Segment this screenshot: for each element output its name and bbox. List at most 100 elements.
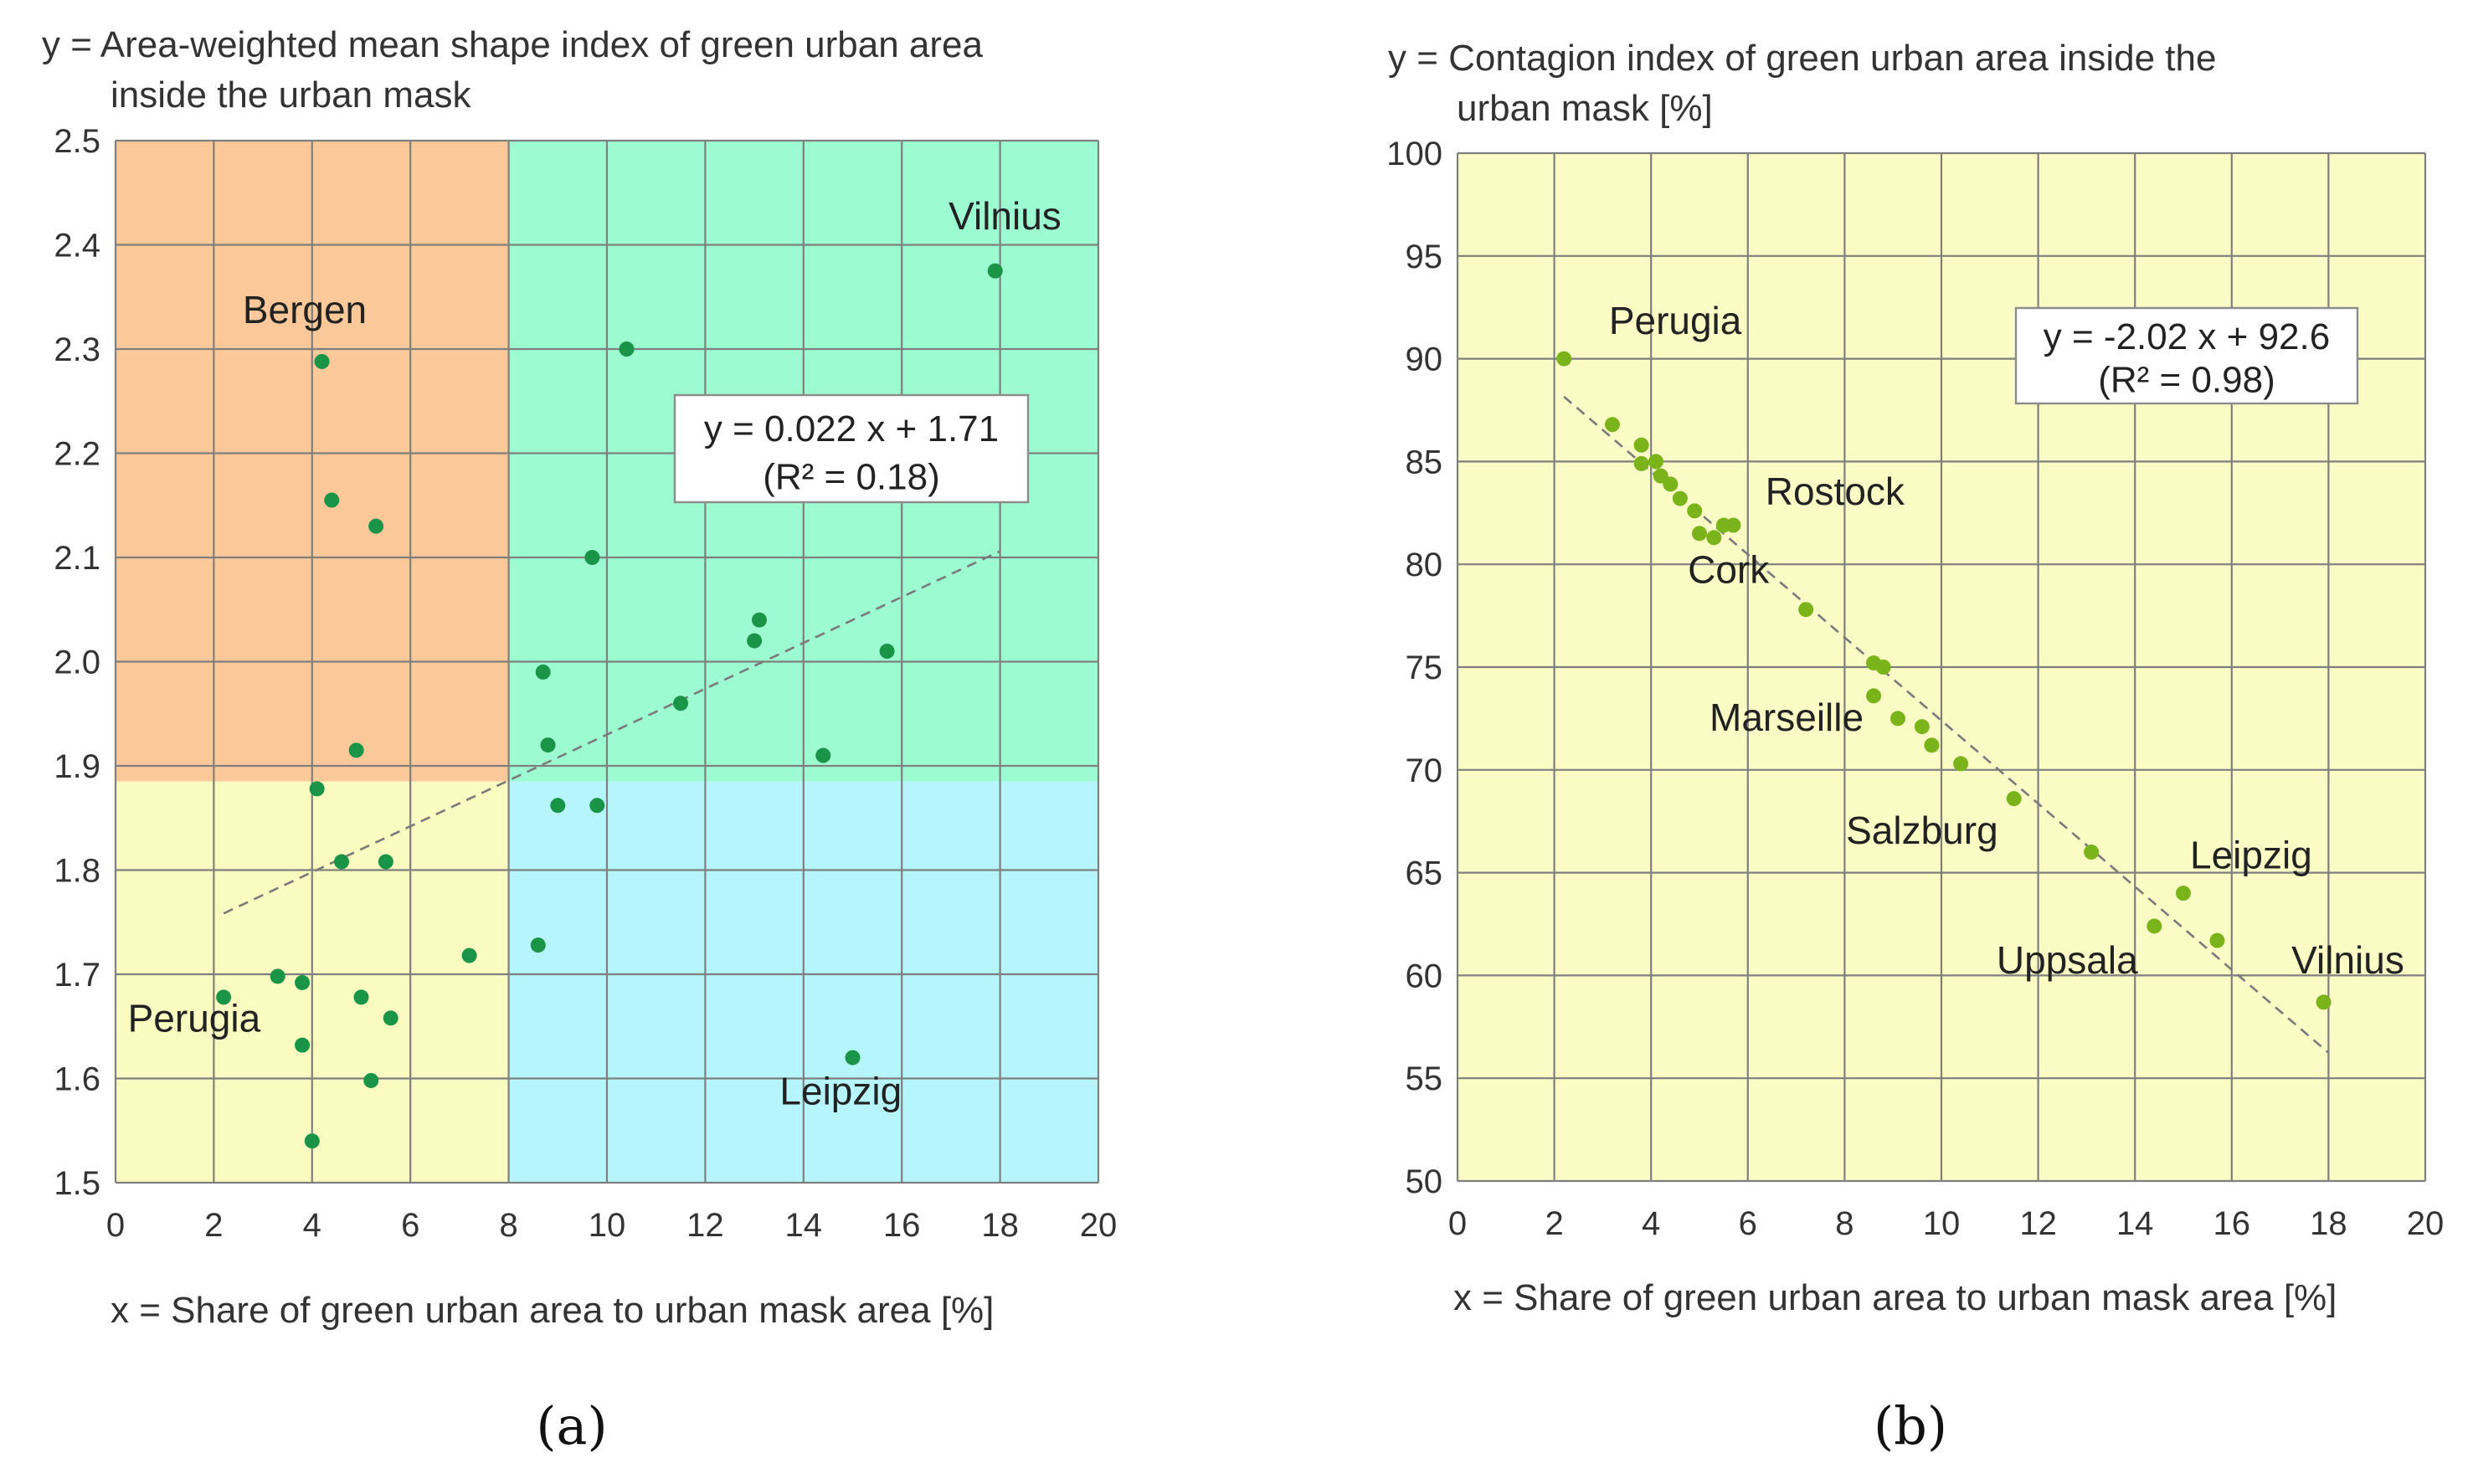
x-tick-label: 20: [2407, 1205, 2445, 1242]
data-point: [589, 798, 605, 814]
data-point: [584, 550, 600, 565]
data-point: [383, 1010, 398, 1026]
data-point: [309, 781, 325, 797]
city-label: Marseille: [1710, 696, 1864, 739]
city-label: Leipzig: [2190, 834, 2312, 877]
city-label: Rostock: [1766, 470, 1905, 513]
x-tick-label: 16: [883, 1207, 921, 1244]
y-tick-label: 70: [1406, 752, 1443, 789]
data-point: [216, 989, 232, 1005]
city-label: Perugia: [128, 996, 261, 1040]
y-tick-label: 2.1: [54, 540, 100, 577]
y-tick-label: 2.0: [54, 644, 100, 681]
y-tick-label: 55: [1406, 1060, 1443, 1097]
x-tick-label: 16: [2213, 1205, 2251, 1242]
data-point: [2084, 845, 2100, 860]
y-tick-label: 2.2: [54, 436, 100, 473]
city-label: Cork: [1688, 547, 1770, 591]
data-point: [270, 968, 285, 984]
x-tick-label: 18: [981, 1207, 1019, 1244]
regression-equation: y = -2.02 x + 92.6: [2044, 316, 2330, 357]
y-axis-label-line-2: urban mask [%]: [1457, 88, 1713, 129]
data-point: [845, 1050, 861, 1066]
regression-equation: y = 0.022 x + 1.71: [704, 408, 999, 449]
y-tick-label: 50: [1406, 1163, 1443, 1200]
y-tick-label: 1.8: [54, 853, 100, 890]
data-point: [1556, 351, 1572, 367]
x-tick-label: 10: [1923, 1205, 1961, 1242]
y-axis-label-line-1: y = Contagion index of green urban area …: [1388, 38, 2216, 79]
x-tick-label: 2: [1545, 1205, 1563, 1242]
y-tick-label: 75: [1406, 650, 1443, 686]
x-tick-label: 12: [2019, 1205, 2057, 1242]
data-point: [1706, 530, 1722, 546]
x-tick-label: 4: [303, 1207, 321, 1244]
chart-panel-a: y = 0.022 x + 1.71 (R² = 0.18) Vilnius Ber…: [42, 24, 1117, 1456]
data-point: [2176, 886, 2191, 901]
city-label: Uppsala: [1997, 938, 2138, 982]
x-tick-label: 20: [1080, 1207, 1118, 1244]
r-squared-label: (R² = 0.98): [2098, 359, 2275, 400]
data-point: [295, 1037, 311, 1053]
data-point: [353, 989, 369, 1005]
y-axis-label-line-1: y = Area-weighted mean shape index of gr…: [42, 24, 984, 65]
data-point: [363, 1072, 379, 1088]
data-point: [461, 947, 477, 963]
y-tick-label: 80: [1406, 547, 1443, 583]
data-point: [314, 353, 330, 369]
x-tick-label: 6: [1739, 1205, 1757, 1242]
x-tick-label: 0: [106, 1207, 125, 1244]
data-point: [368, 518, 384, 534]
x-tick-label: 6: [401, 1207, 419, 1244]
y-tick-label: 60: [1406, 958, 1443, 994]
data-point: [324, 492, 340, 508]
data-point: [747, 633, 763, 649]
data-point: [987, 263, 1003, 279]
data-point: [1866, 688, 1882, 704]
x-tick-label: 10: [589, 1207, 626, 1244]
city-label: Bergen: [243, 288, 367, 331]
city-label: Vilnius: [2291, 938, 2404, 982]
y-tick-label: 1.5: [54, 1165, 100, 1202]
data-point: [1953, 756, 1969, 772]
data-point: [815, 747, 831, 763]
data-point: [540, 737, 556, 753]
y-tick-label: 1.7: [54, 957, 100, 994]
y-tick-label: 1.9: [54, 748, 100, 785]
city-label: Leipzig: [779, 1070, 902, 1113]
data-point: [378, 854, 393, 870]
y-tick-label: 1.6: [54, 1061, 100, 1098]
data-point: [1798, 602, 1814, 618]
data-point: [1604, 417, 1620, 433]
data-point: [1875, 660, 1891, 675]
x-axis-label: x = Share of green urban area to urban m…: [1453, 1277, 2337, 1318]
data-point: [295, 974, 311, 990]
y-tick-label: 85: [1406, 444, 1443, 480]
x-tick-label: 8: [499, 1207, 517, 1244]
y-tick-label: 2.4: [54, 228, 100, 264]
data-point: [1692, 526, 1707, 542]
data-point: [304, 1133, 320, 1149]
y-tick-label: 2.3: [54, 331, 100, 368]
x-tick-label: 0: [1448, 1205, 1467, 1242]
city-label: Vilnius: [949, 194, 1062, 238]
data-point: [348, 742, 364, 758]
data-point: [535, 664, 551, 680]
x-tick-label: 4: [1642, 1205, 1660, 1242]
x-tick-label: 14: [2116, 1205, 2154, 1242]
chart-panel-b: y = -2.02 x + 92.6(R² = 0.98) Perugia Ros…: [1386, 38, 2444, 1456]
y-tick-label: 2.5: [54, 123, 100, 160]
data-point: [619, 341, 635, 357]
r-squared-label: (R² = 0.18): [763, 457, 940, 498]
data-point: [530, 937, 546, 953]
data-point: [550, 798, 566, 814]
data-point: [1914, 719, 1930, 735]
data-point: [1633, 437, 1649, 453]
x-tick-label: 14: [785, 1207, 823, 1244]
data-point: [1633, 455, 1649, 471]
data-point: [1889, 711, 1905, 727]
equation-box: [673, 393, 1030, 504]
equation-box: [2014, 306, 2359, 405]
y-tick-label: 100: [1386, 136, 1442, 172]
